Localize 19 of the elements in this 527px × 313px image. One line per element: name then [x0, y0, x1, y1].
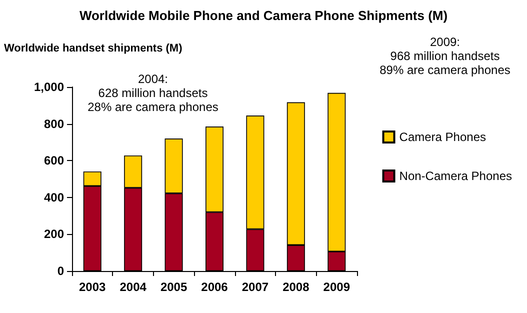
legend-label: Non-Camera Phones	[399, 169, 512, 183]
y-tick-label: 400	[44, 190, 64, 204]
x-tick-label: 2009	[323, 280, 350, 294]
x-tick-label: 2008	[282, 280, 310, 294]
y-tick-label: 1,000	[34, 80, 64, 94]
legend-label: Camera Phones	[399, 130, 486, 144]
x-tick-label: 2007	[242, 280, 269, 294]
y-tick-label: 600	[44, 154, 64, 168]
annotation: 2004: 628 million handsets 28% are camera phones	[88, 72, 218, 114]
x-tick-label: 2003	[79, 280, 106, 294]
y-tick-label: 200	[44, 227, 64, 242]
y-axis-title: Worldwide handset shipments (M)	[4, 42, 183, 54]
text: 2009: 968 million handsets 89% are camera phones	[380, 35, 510, 77]
y-tick-label: 0	[57, 264, 64, 278]
y-tick-label: 800	[44, 116, 64, 131]
x-tick-label: 2006	[201, 280, 228, 294]
x-tick-label: 2005	[160, 280, 188, 294]
chart-title: Worldwide Mobile Phone and Camera Phone Shipments (M)	[79, 8, 448, 23]
x-tick-label: 2004	[120, 280, 147, 294]
